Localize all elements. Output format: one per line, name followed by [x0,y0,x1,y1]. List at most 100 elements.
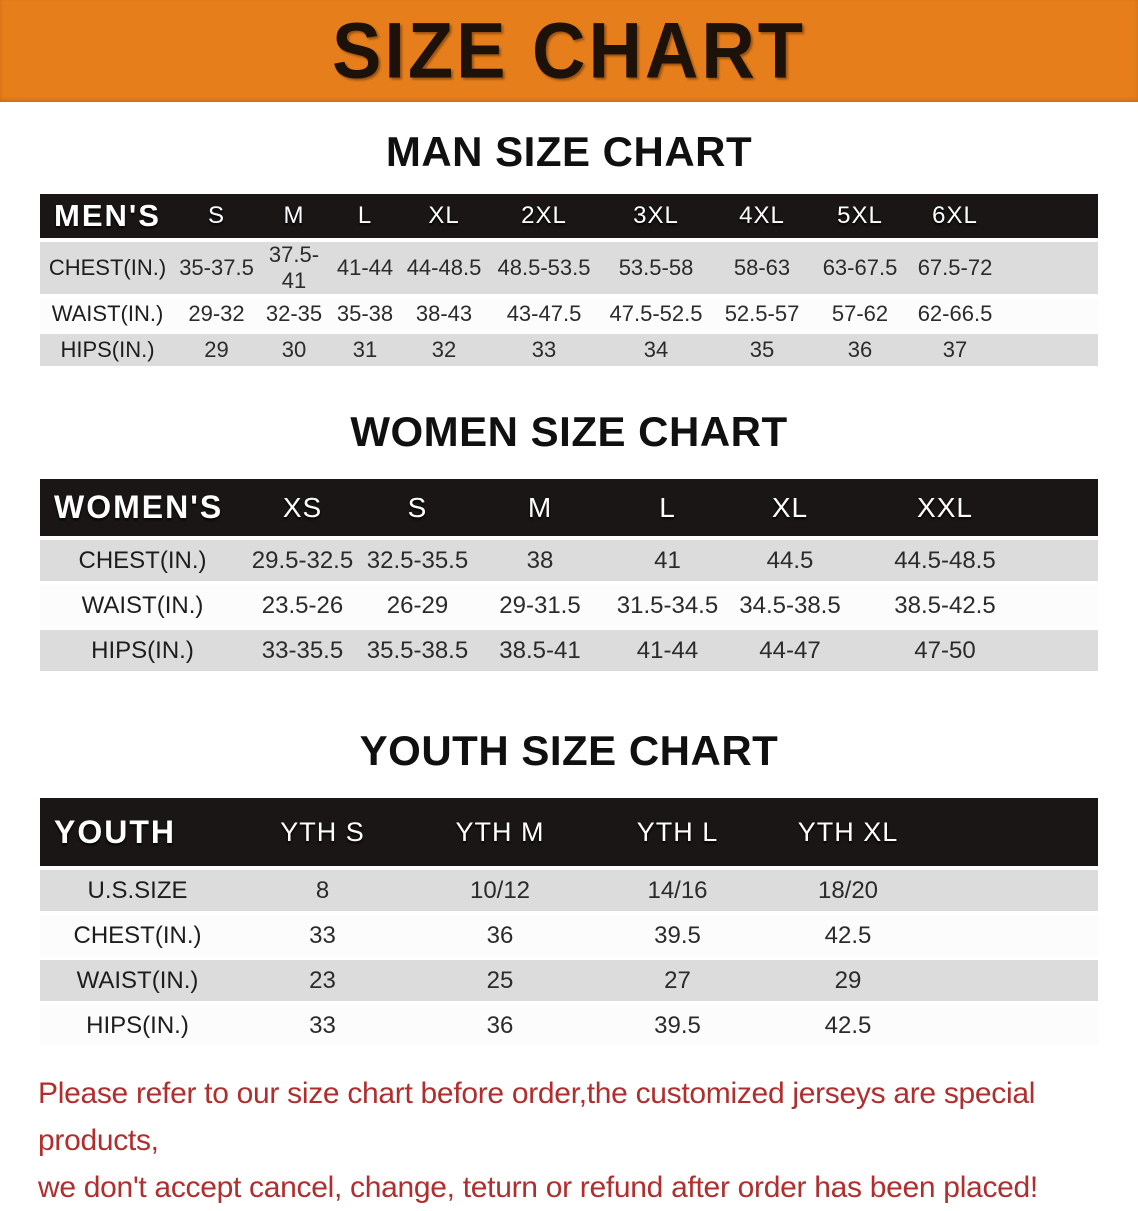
measurement-row: HIPS(IN.) 33-35.5 35.5-38.5 38.5-41 41-44 44-… [40,630,1098,671]
measurement-row: HIPS(IN.) 29 30 31 32 33 34 35 36 37 [40,334,1098,366]
size-column-header: M [258,194,330,238]
measurement-value: 29 [765,960,1098,1001]
measurement-label: WAIST(IN.) [40,960,235,1001]
table-title-cell: MEN'S [40,194,175,238]
size-column-header: YTH M [410,798,590,866]
measurement-value: 23.5-26 [245,585,360,626]
measurement-value: 14/16 [590,870,765,911]
measurement-value: 29-31.5 [475,585,605,626]
measurement-label: WAIST(IN.) [40,585,245,626]
measurement-value: 25 [410,960,590,1001]
measurement-value: 18/20 [765,870,1098,911]
measurement-value: 38.5-42.5 [850,585,1098,626]
measurement-value: 44-47 [730,630,850,671]
size-column-header: XS [245,479,360,536]
measurement-value: 41-44 [330,242,400,294]
section-women: WOMEN SIZE CHART WOMEN'S XS S M L XL XXL CHEST(… [0,408,1138,675]
measurement-value: 39.5 [590,915,765,956]
size-column-header: L [330,194,400,238]
measurement-value: 38.5-41 [475,630,605,671]
size-column-header: 5XL [812,194,908,238]
measurement-value: 27 [590,960,765,1001]
measurement-label: HIPS(IN.) [40,334,175,366]
measurement-value: 42.5 [765,1005,1098,1046]
measurement-value: 62-66.5 [908,298,1098,330]
measurement-value: 36 [410,915,590,956]
disclaimer-line-2: we don't accept cancel, change, teturn o… [38,1171,1038,1204]
section-men: MAN SIZE CHART MEN'S S M L XL 2XL 3XL 4XL 5XL 6XL… [0,128,1138,370]
measurement-label: CHEST(IN.) [40,540,245,581]
measurement-value: 23 [235,960,410,1001]
measurement-value: 33 [235,1005,410,1046]
measurement-value: 37.5-41 [258,242,330,294]
table-title-cell: WOMEN'S [40,479,245,536]
measurement-value: 34 [600,334,712,366]
size-column-header: XL [400,194,488,238]
measurement-value: 31.5-34.5 [605,585,730,626]
measurement-label: HIPS(IN.) [40,1005,235,1046]
measurement-value: 53.5-58 [600,242,712,294]
disclaimer: Please refer to our size chart before or… [38,1070,1138,1211]
size-column-header: XL [730,479,850,536]
measurement-value: 26-29 [360,585,475,626]
measurement-value: 29-32 [175,298,258,330]
measurement-value: 48.5-53.5 [488,242,600,294]
section-youth: YOUTH SIZE CHART YOUTH YTH S YTH M YTH L YTH… [0,727,1138,1050]
measurement-value: 8 [235,870,410,911]
measurement-value: 29 [175,334,258,366]
measurement-row: CHEST(IN.) 29.5-32.5 32.5-35.5 38 41 44.5 44.5… [40,540,1098,581]
measurement-value: 36 [410,1005,590,1046]
measurement-value: 35-37.5 [175,242,258,294]
measurement-value: 31 [330,334,400,366]
youth-size-table: YOUTH YTH S YTH M YTH L YTH XL U.S.SIZE 8 10/12… [40,794,1098,1050]
page-title: SIZE CHART [332,6,806,95]
measurement-label: WAIST(IN.) [40,298,175,330]
measurement-value: 44.5-48.5 [850,540,1098,581]
size-header-row: YOUTH YTH S YTH M YTH L YTH XL [40,798,1098,866]
measurement-value: 58-63 [712,242,812,294]
measurement-row: U.S.SIZE 8 10/12 14/16 18/20 [40,870,1098,911]
men-size-table: MEN'S S M L XL 2XL 3XL 4XL 5XL 6XL CHEST(IN.) 35-37… [40,190,1098,370]
measurement-value: 43-47.5 [488,298,600,330]
measurement-value: 47-50 [850,630,1098,671]
women-size-table: WOMEN'S XS S M L XL XXL CHEST(IN.) 29.5-32.5 32.5… [40,475,1098,675]
size-column-header: XXL [850,479,1098,536]
measurement-row: CHEST(IN.) 35-37.5 37.5-41 41-44 44-48.5 48.5… [40,242,1098,294]
measurement-value: 10/12 [410,870,590,911]
measurement-row: WAIST(IN.) 23.5-26 26-29 29-31.5 31.5-34.5 34… [40,585,1098,626]
measurement-row: WAIST(IN.) 23 25 27 29 [40,960,1098,1001]
measurement-row: WAIST(IN.) 29-32 32-35 35-38 38-43 43-47.5 47.… [40,298,1098,330]
women-section-heading: WOMEN SIZE CHART [350,408,788,455]
measurement-value: 37 [908,334,1098,366]
measurement-value: 63-67.5 [812,242,908,294]
measurement-value: 38-43 [400,298,488,330]
size-column-header: S [360,479,475,536]
measurement-value: 30 [258,334,330,366]
measurement-value: 33-35.5 [245,630,360,671]
measurement-value: 35 [712,334,812,366]
size-column-header: YTH XL [765,798,1098,866]
men-section-heading: MAN SIZE CHART [385,128,753,175]
measurement-value: 47.5-52.5 [600,298,712,330]
measurement-value: 41-44 [605,630,730,671]
size-column-header: 3XL [600,194,712,238]
measurement-value: 42.5 [765,915,1098,956]
size-column-header: 6XL [908,194,1098,238]
measurement-value: 44.5 [730,540,850,581]
measurement-value: 32.5-35.5 [360,540,475,581]
measurement-label: HIPS(IN.) [40,630,245,671]
size-column-header: YTH S [235,798,410,866]
measurement-value: 39.5 [590,1005,765,1046]
measurement-row: CHEST(IN.) 33 36 39.5 42.5 [40,915,1098,956]
measurement-value: 67.5-72 [908,242,1098,294]
measurement-value: 29.5-32.5 [245,540,360,581]
measurement-value: 32-35 [258,298,330,330]
measurement-value: 35.5-38.5 [360,630,475,671]
measurement-value: 41 [605,540,730,581]
measurement-value: 32 [400,334,488,366]
measurement-value: 44-48.5 [400,242,488,294]
youth-section-heading: YOUTH SIZE CHART [359,727,779,774]
measurement-row: HIPS(IN.) 33 36 39.5 42.5 [40,1005,1098,1046]
measurement-value: 34.5-38.5 [730,585,850,626]
size-column-header: 4XL [712,194,812,238]
